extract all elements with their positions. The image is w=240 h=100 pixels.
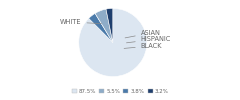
Wedge shape — [79, 8, 147, 77]
Text: HISPANIC: HISPANIC — [126, 36, 171, 43]
Text: ASIAN: ASIAN — [125, 30, 161, 38]
Wedge shape — [106, 8, 113, 42]
Wedge shape — [89, 13, 113, 42]
Legend: 87.5%, 5.5%, 3.8%, 3.2%: 87.5%, 5.5%, 3.8%, 3.2% — [69, 87, 171, 96]
Text: WHITE: WHITE — [60, 19, 102, 25]
Text: BLACK: BLACK — [124, 43, 162, 49]
Wedge shape — [95, 9, 113, 42]
